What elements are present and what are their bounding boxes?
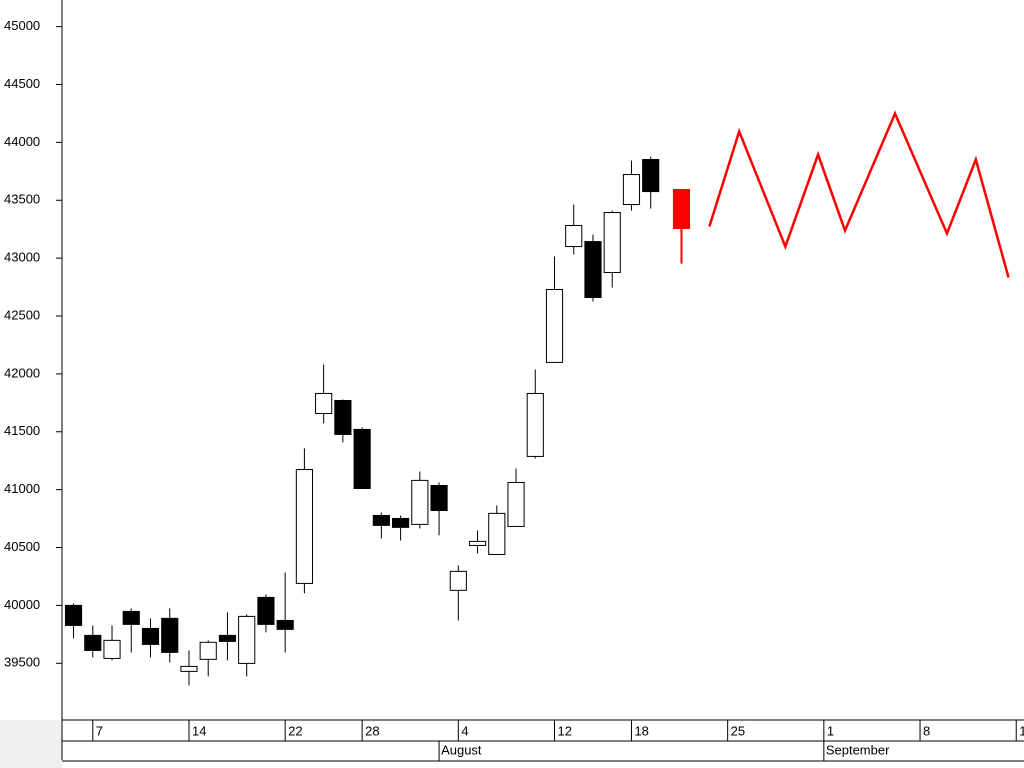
month-label: September (826, 742, 890, 757)
y-tick-label: 42000 (4, 365, 40, 380)
y-tick-label: 43500 (4, 192, 40, 207)
y-tick-label: 44500 (4, 76, 40, 91)
y-tick-label: 40500 (4, 539, 40, 554)
candle-body (161, 617, 179, 653)
x-tick-label: 22 (288, 723, 302, 738)
candle-body (334, 400, 352, 435)
y-tick-label: 41000 (4, 481, 40, 496)
x-tick-label: 7 (96, 723, 103, 738)
candle-body (103, 639, 121, 659)
candle-body (392, 517, 410, 528)
forecast-line (708, 110, 1010, 278)
candle-body (353, 428, 371, 489)
month-label: August (441, 742, 482, 757)
candle-body (672, 188, 691, 230)
candle-body (565, 224, 583, 248)
y-tick-label: 42500 (4, 307, 40, 322)
candle-body (430, 484, 448, 511)
candle-body (411, 479, 429, 525)
x-tick-label: 14 (192, 723, 206, 738)
candle-body (295, 469, 313, 584)
candle-body (603, 212, 621, 273)
candle-body (180, 665, 198, 672)
x-tick-label: 4 (461, 723, 468, 738)
x-tick-label: 28 (365, 723, 379, 738)
x-tick-label: 1 (1019, 723, 1024, 738)
candle-body (526, 392, 544, 457)
y-tick-label: 41500 (4, 423, 40, 438)
candle-body (276, 619, 294, 630)
candle-body (257, 596, 275, 625)
x-tick-label: 8 (923, 723, 930, 738)
x-tick-label: 18 (634, 723, 648, 738)
candle-body (141, 627, 160, 645)
candle-body (488, 512, 506, 555)
x-tick-label: 1 (827, 723, 834, 738)
y-tick-label: 43000 (4, 250, 40, 265)
x-tick-label: 25 (731, 723, 745, 738)
candle-body (545, 289, 564, 363)
candle-body (622, 174, 641, 206)
candle-body (122, 610, 140, 625)
y-tick-label: 39500 (4, 655, 40, 670)
candle-body (199, 641, 217, 660)
candle-body (238, 615, 256, 664)
candle-body (642, 159, 660, 193)
candle-body (218, 634, 237, 642)
candle-body (449, 570, 467, 591)
y-tick-label: 44000 (4, 134, 40, 149)
candle-body (584, 241, 602, 298)
y-tick-label: 40000 (4, 597, 40, 612)
y-tick-label: 45000 (4, 18, 40, 33)
x-tick-label: 12 (558, 723, 572, 738)
corner-panel (0, 720, 62, 768)
candle-body (468, 540, 487, 546)
candle-body (507, 481, 525, 527)
candle-body (372, 514, 390, 526)
candle-body (315, 392, 333, 414)
candle-body (64, 604, 83, 626)
candle-body (84, 634, 102, 651)
